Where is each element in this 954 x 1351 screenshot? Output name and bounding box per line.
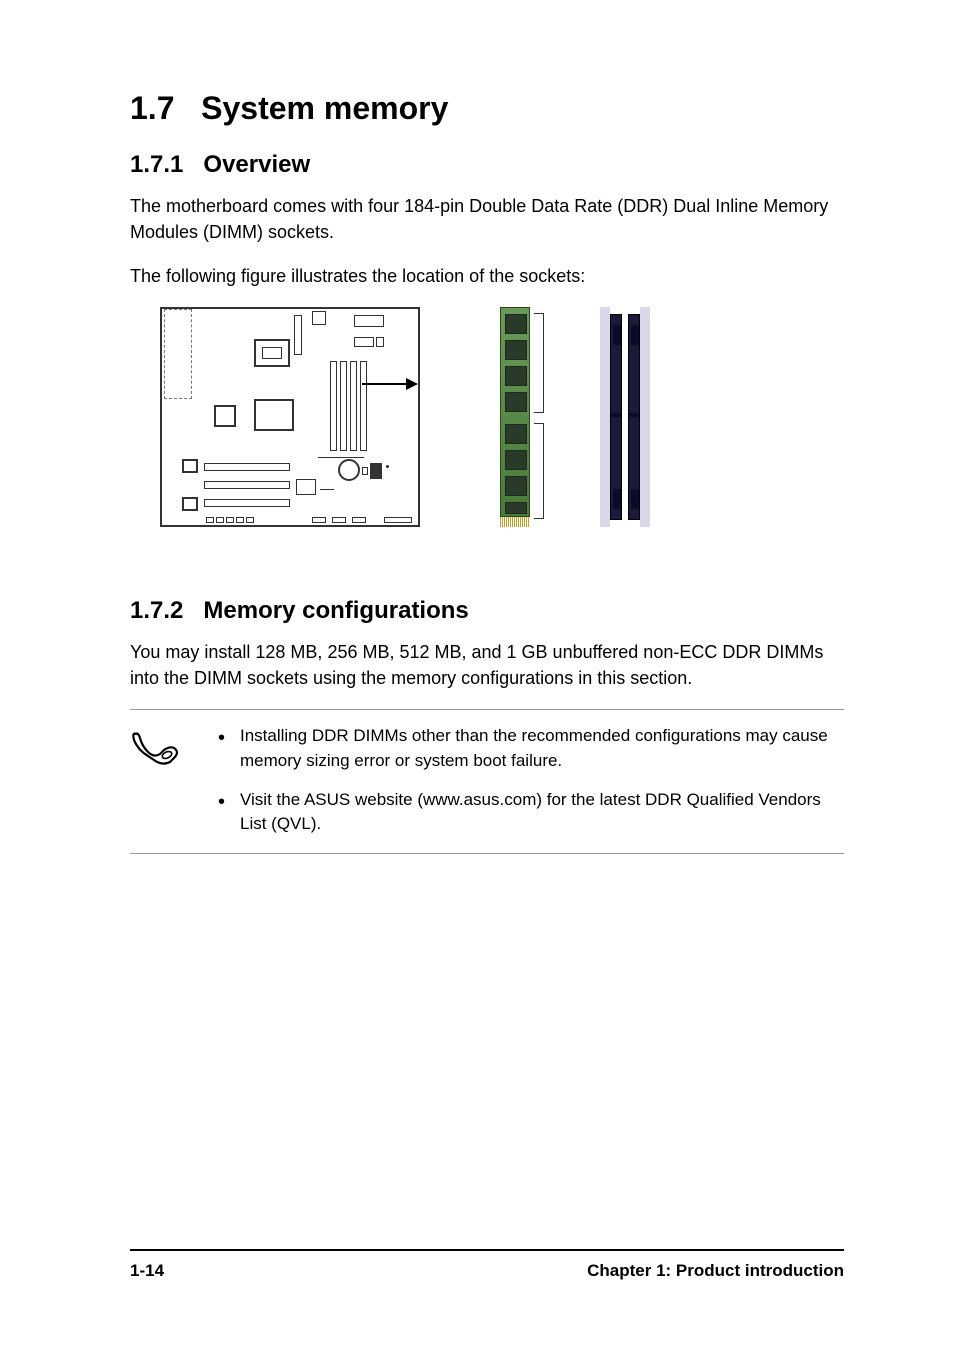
notice-item-1: Installing DDR DIMMs other than the reco… [212,724,844,773]
overview-paragraph-2: The following figure illustrates the loc… [130,263,844,289]
overview-paragraph-1: The motherboard comes with four 184-pin … [130,193,844,245]
section-title-text: System memory [201,90,448,126]
ddr-module-pair [600,307,650,527]
motherboard-diagram [160,307,420,527]
subsection-2-heading: 1.7.2 Memory configurations [130,597,844,625]
dimm-sockets-icon [330,361,367,451]
section-number: 1.7 [130,90,174,126]
chapter-label: Chapter 1: Product introduction [587,1261,844,1281]
dimm-figure [160,307,814,527]
notice-item-2: Visit the ASUS website (www.asus.com) fo… [212,788,844,837]
subsection-2-number: 1.7.2 [130,597,183,624]
memconfig-paragraph: You may install 128 MB, 256 MB, 512 MB, … [130,639,844,691]
subsection-1-heading: 1.7.1 Overview [130,151,844,179]
subsection-1-number: 1.7.1 [130,151,183,178]
subsection-1-title: Overview [203,151,310,178]
ddr-module-green [500,307,530,527]
page-number: 1-14 [130,1261,164,1281]
arrow-icon [362,383,416,385]
subsection-2-title: Memory configurations [203,597,468,624]
notice-callout: Installing DDR DIMMs other than the reco… [130,709,844,854]
page-footer: 1-14 Chapter 1: Product introduction [130,1249,844,1281]
section-heading: 1.7 System memory [130,90,844,127]
memory-modules-illustration [500,307,650,527]
note-icon [130,724,194,837]
notice-list: Installing DDR DIMMs other than the reco… [212,724,844,837]
